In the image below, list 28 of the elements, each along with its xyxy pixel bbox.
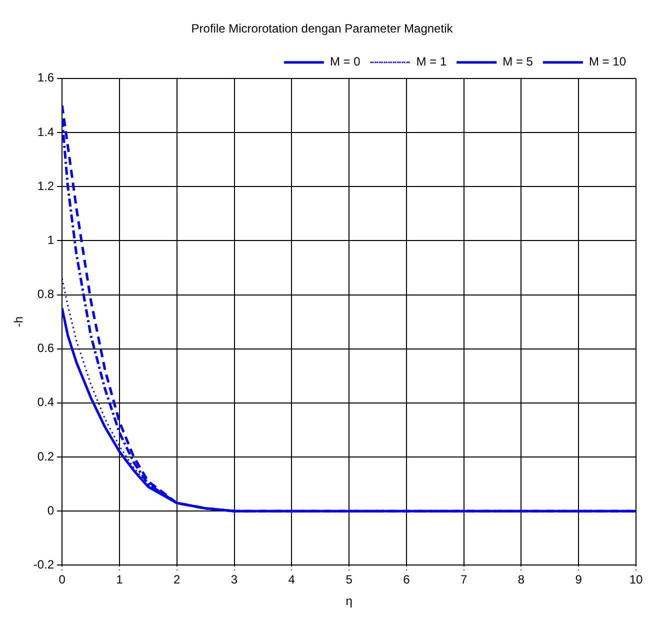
y-tick-label: 1.4 [37,124,54,139]
x-tick-label: 1 [116,572,124,587]
x-tick-label: 5 [346,572,353,587]
y-tick-label: 1.2 [37,178,54,193]
x-tick-label: 2 [174,572,181,587]
y-tick-label: 0.8 [37,287,54,302]
y-tick-label: 0 [47,503,54,518]
legend-label: M = 5 [502,54,534,69]
x-tick-label: 6 [403,572,410,587]
y-tick-label: 1 [47,232,54,247]
x-tick-label: 0 [58,572,66,587]
y-tick-label: 0.2 [37,449,54,464]
chart-title: Profile Microrotation dengan Parameter Magnetik [191,22,454,36]
y-tick-label: 0.6 [37,341,54,356]
legend-label: M = 0 [330,54,361,69]
x-tick-label: 9 [575,572,582,587]
x-tick-label: 7 [460,572,468,587]
y-axis-title: -h [12,316,26,328]
y-tick-label: 0.4 [37,395,54,410]
x-tick-label: 8 [518,572,525,587]
x-axis-title: η [346,594,352,608]
x-tick-label: 3 [230,572,238,587]
y-tick-label: 1.6 [37,70,54,85]
x-tick-label: 10 [629,572,643,587]
legend-label: M = 10 [588,54,626,69]
y-tick-label: -0.2 [33,558,54,572]
legend-label: M = 1 [416,54,447,69]
x-tick-label: 4 [288,572,296,587]
